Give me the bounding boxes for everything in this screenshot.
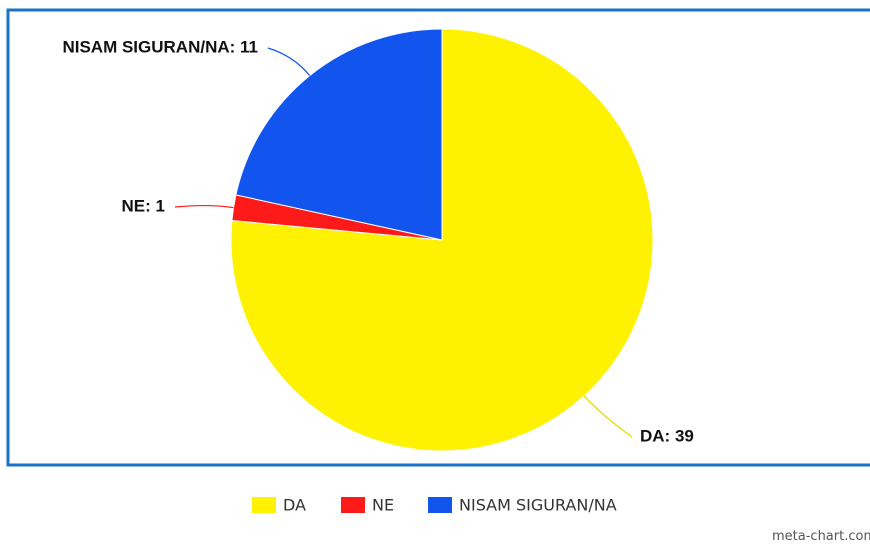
legend-label: NE — [372, 496, 394, 515]
legend-swatch — [341, 497, 365, 513]
label-line — [583, 395, 633, 438]
label-line — [267, 47, 311, 76]
legend-swatch — [428, 497, 452, 513]
legend-label: NISAM SIGURAN/NA — [459, 496, 617, 515]
legend-label: DA — [283, 496, 306, 515]
data-label: NISAM SIGURAN/NA: 11 — [62, 37, 258, 56]
data-label: DA: 39 — [640, 426, 694, 445]
watermark: meta-chart.com — [772, 529, 870, 544]
data-label: NE: 1 — [122, 196, 165, 215]
legend-swatch — [252, 497, 276, 513]
label-line — [174, 204, 234, 209]
chart-frame — [6, 8, 870, 467]
